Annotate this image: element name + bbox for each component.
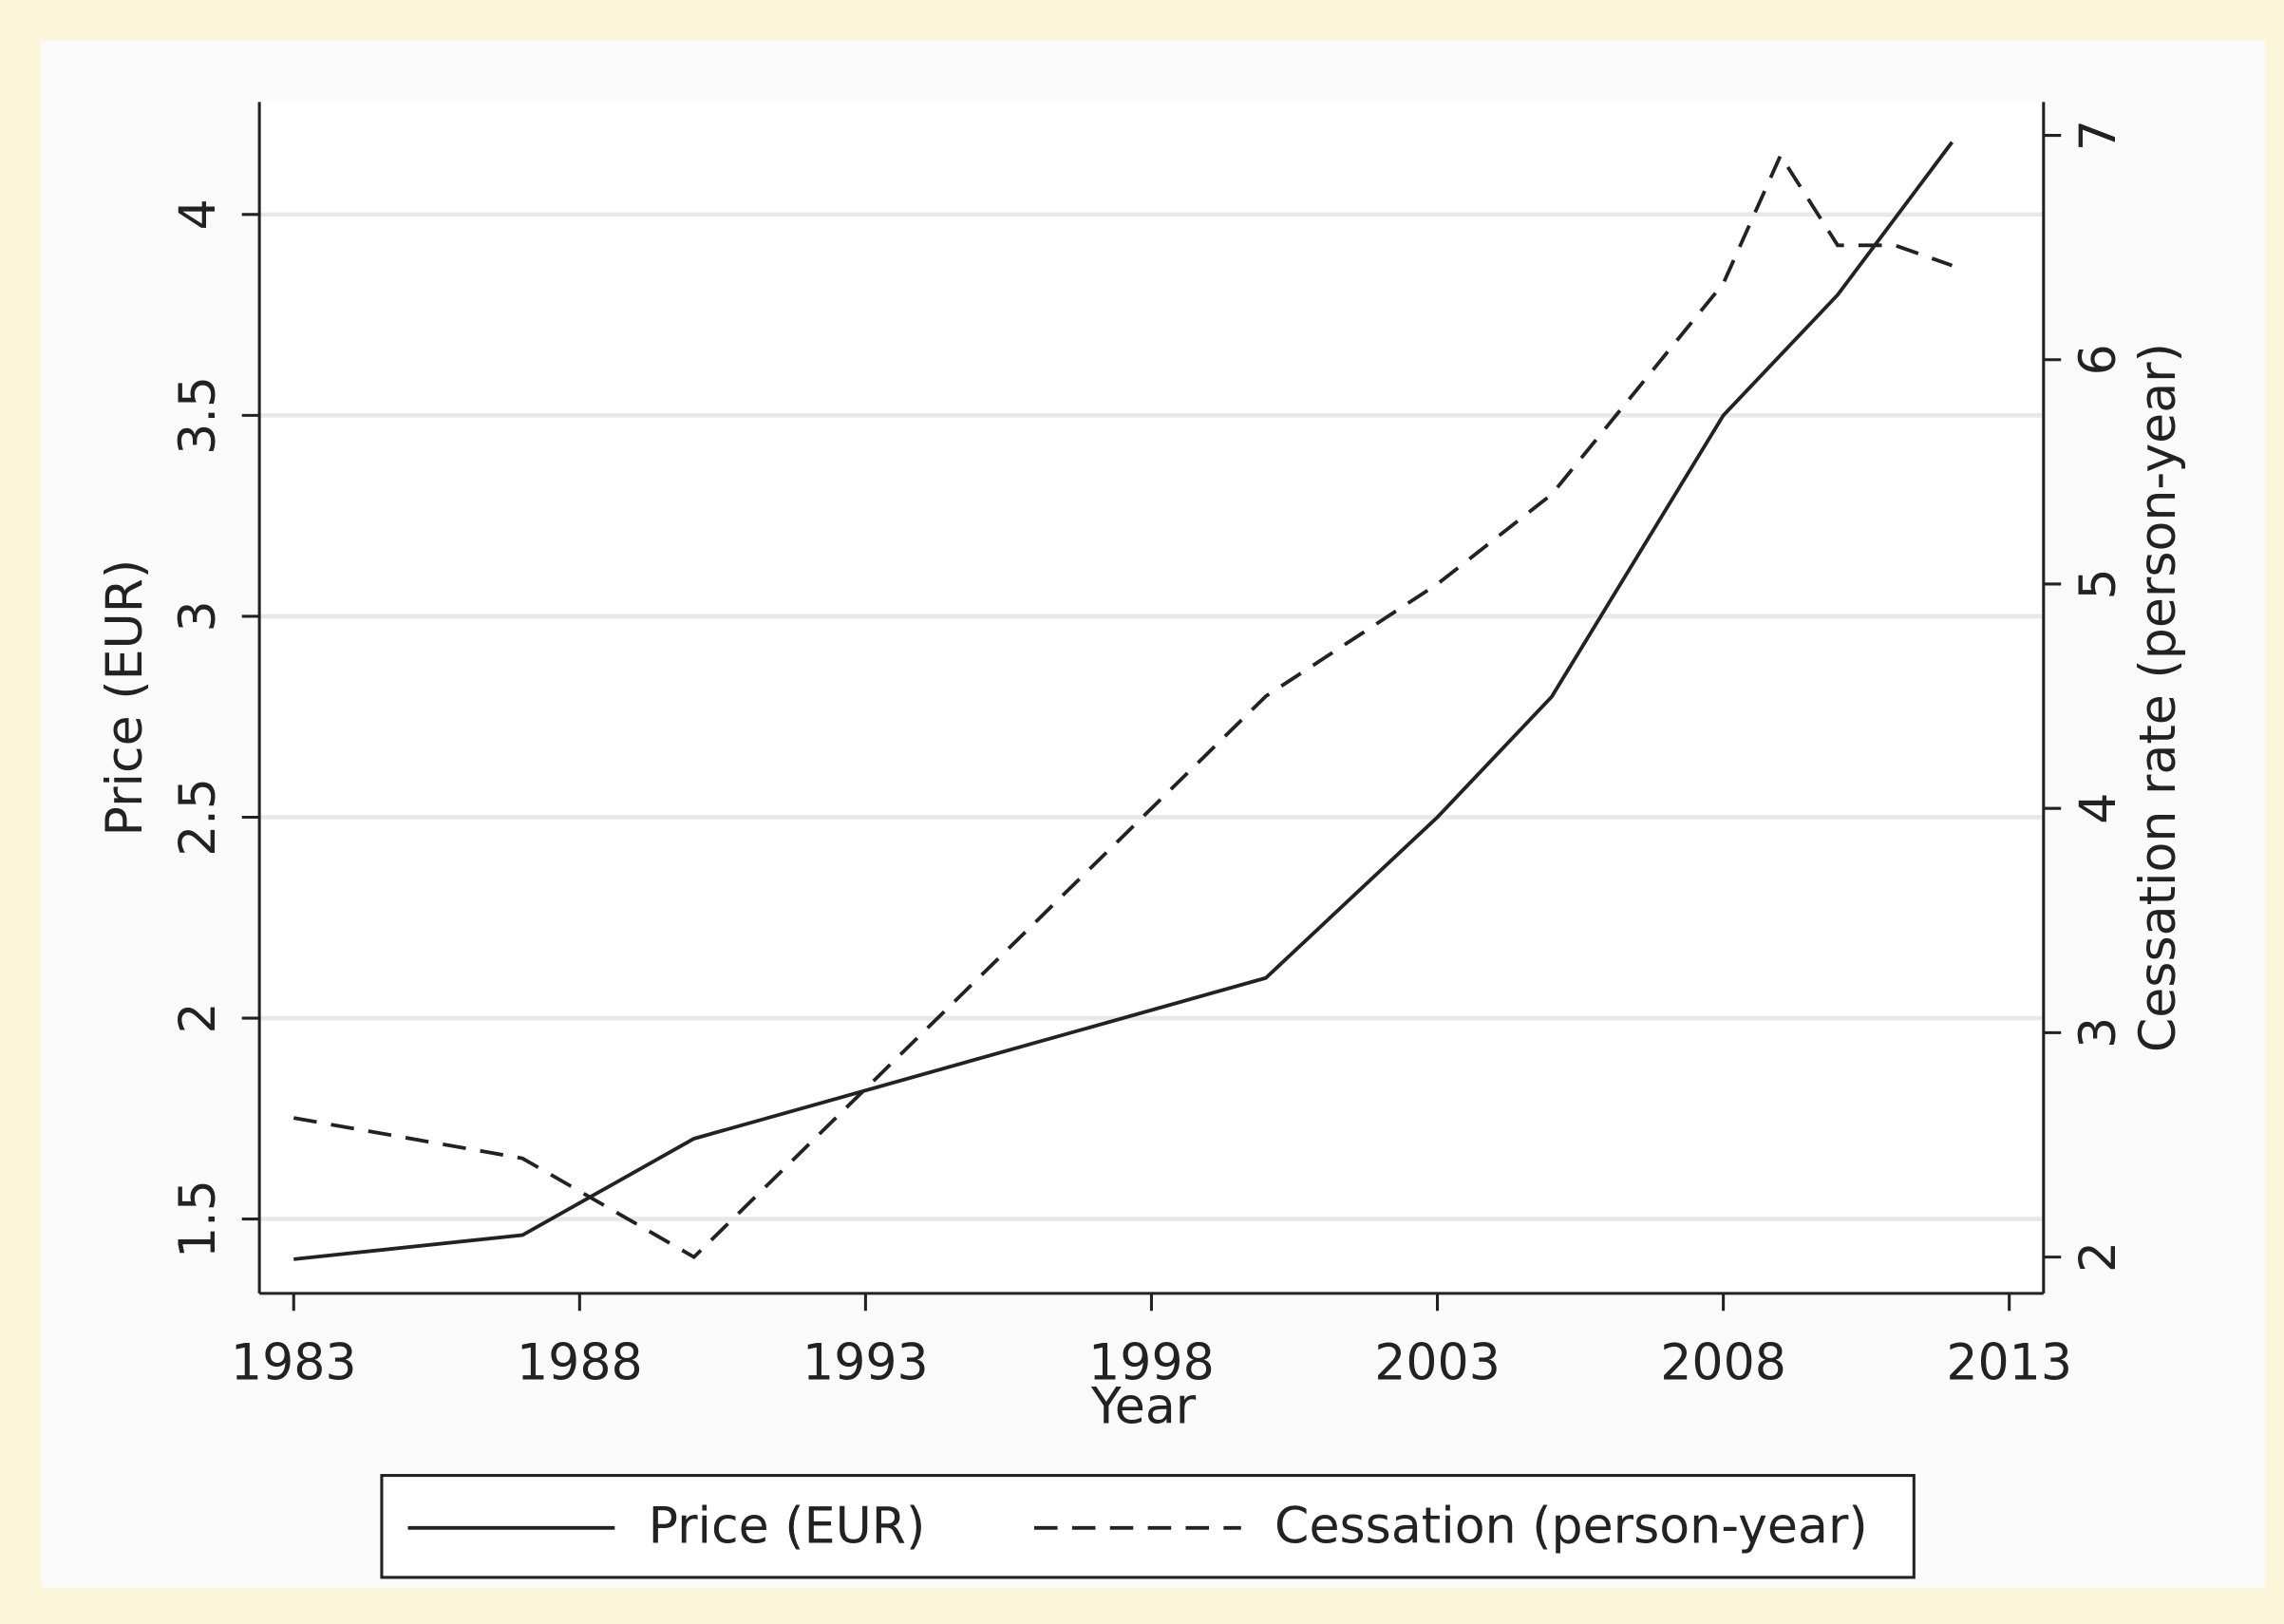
y2-axis-label: Cessation rate (person-year) — [2130, 343, 2187, 1052]
y-tick-label: 2.5 — [170, 778, 227, 857]
y2-tick-label: 3 — [2070, 1017, 2127, 1048]
x-tick-label: 1988 — [517, 1335, 643, 1392]
y-axis-label: Price (EUR) — [97, 559, 154, 837]
legend — [380, 1474, 1916, 1579]
line-series — [293, 141, 1954, 1261]
y-tick-label: 3 — [170, 600, 227, 632]
x-tick-label: 1993 — [802, 1335, 929, 1392]
y2-tick-label: 6 — [2070, 344, 2127, 375]
y2-tick-label: 2 — [2070, 1241, 2127, 1273]
x-tick-label: 1998 — [1088, 1335, 1215, 1392]
legend-label: Price (EUR) — [649, 1498, 926, 1555]
x-tick-label: 1983 — [231, 1335, 357, 1392]
x-tick-label: 2003 — [1374, 1335, 1501, 1392]
x-tick-label: 2013 — [1946, 1335, 2072, 1392]
y2-tick-label: 4 — [2070, 793, 2127, 824]
y-tick-label: 2 — [170, 1002, 227, 1033]
x-axis-label: Year — [1090, 1379, 1197, 1436]
plot-area — [259, 102, 2044, 1294]
y-tick-label: 4 — [170, 198, 227, 230]
x-tick-label: 2008 — [1660, 1335, 1786, 1392]
y-tick-label: 1.5 — [170, 1180, 227, 1258]
y-tick-label: 3.5 — [170, 376, 227, 455]
y2-tick-label: 7 — [2070, 120, 2127, 151]
legend-label: Cessation (person-year) — [1274, 1498, 1868, 1555]
y2-tick-label: 5 — [2070, 568, 2127, 599]
line-series — [293, 151, 1954, 1259]
